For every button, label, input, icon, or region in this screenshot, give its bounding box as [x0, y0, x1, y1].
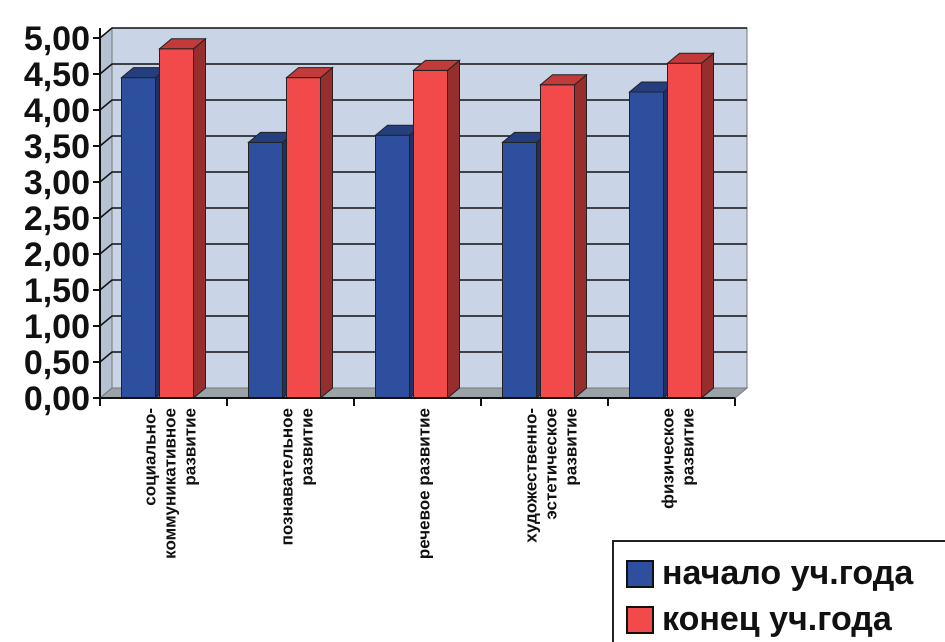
y-tick-label: 2,50 [24, 200, 90, 238]
bars-group [120, 37, 715, 400]
bar-front [375, 134, 410, 399]
bar [285, 66, 334, 400]
x-tick-label: речевое развитие [415, 408, 434, 559]
bar-side [574, 73, 587, 400]
y-tick-label: 4,50 [24, 56, 90, 94]
bar-side [193, 37, 206, 400]
bar-front [159, 48, 194, 399]
y-tick-label: 1,00 [24, 308, 90, 346]
gridline [99, 63, 747, 75]
bar-side [447, 59, 460, 400]
bar [412, 59, 461, 400]
x-tick-label: познавательноеразвитие [278, 408, 317, 545]
bar-front [286, 77, 321, 399]
x-tick-label: физическоеразвитие [659, 408, 698, 509]
y-tick-label: 0,00 [24, 380, 90, 418]
y-axis: 0,000,501,001,502,002,503,003,504,004,50… [24, 20, 101, 418]
bar-top [285, 67, 334, 79]
bar-side [701, 52, 714, 400]
legend-swatch-end [626, 605, 654, 634]
y-tick-label: 1,50 [24, 272, 90, 310]
bar-front [540, 84, 575, 399]
legend-label-end: конец уч.года [662, 600, 892, 638]
x-tick-label: художественно-эстетическоеразвитие [522, 408, 581, 543]
gridline [99, 99, 747, 111]
legend-item-end: конец уч.года [626, 600, 892, 639]
legend: начало уч.года конец уч.года [612, 540, 945, 642]
bar-top [158, 38, 207, 50]
bar-top [412, 59, 461, 71]
bar [666, 52, 715, 400]
bar-front [502, 141, 537, 399]
bar-side [320, 66, 333, 400]
bar-front [248, 141, 283, 399]
y-tick-label: 3,00 [24, 164, 90, 202]
x-axis: социально-коммуникативноеразвитие познава… [99, 397, 736, 559]
bar-front [629, 91, 664, 399]
x-tick-label: социально-коммуникативноеразвитие [141, 408, 200, 559]
bar-top [539, 74, 588, 86]
y-tick-label: 4,00 [24, 92, 90, 130]
bar [539, 73, 588, 400]
bar-front [413, 69, 448, 399]
bar-top [666, 52, 715, 64]
legend-label-start: начало уч.года [662, 554, 914, 592]
y-tick-label: 3,50 [24, 128, 90, 166]
legend-swatch-start [626, 559, 654, 588]
bar-front [667, 62, 702, 399]
gridline [99, 27, 747, 39]
y-tick-label: 2,00 [24, 236, 90, 274]
y-tick-label: 0,50 [24, 344, 90, 382]
legend-item-start: начало уч.года [626, 554, 913, 593]
bar-front [121, 77, 156, 399]
bar [158, 37, 207, 400]
y-tick-label: 5,00 [24, 20, 90, 58]
